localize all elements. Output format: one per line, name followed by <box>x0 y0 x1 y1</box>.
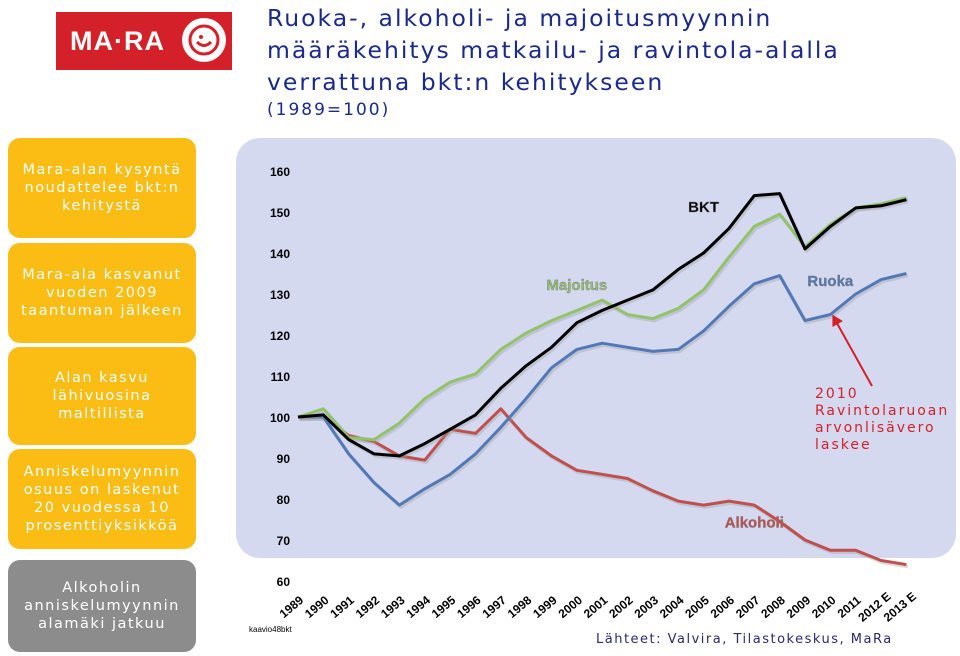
series-label: Ruoka <box>807 273 854 290</box>
x-tick-label: 2007 <box>733 593 763 621</box>
y-tick-label: 110 <box>271 370 291 384</box>
x-tick-label: 1989 <box>277 593 307 621</box>
x-tick-label: 2004 <box>657 593 687 621</box>
side-box-2: Mara-ala kasvanut vuoden 2009 taantuman … <box>8 243 196 343</box>
title-line-2: määräkehitys matkailu- ja ravintola-alal… <box>267 36 840 64</box>
annotation-line-3: arvonlisävero <box>815 420 936 436</box>
x-tick-label: 1994 <box>403 593 433 621</box>
annotation-line-4: laskee <box>815 437 872 453</box>
title-line-3: verrattuna bkt:n kehitykseen <box>267 68 665 96</box>
logo-emblem-icon <box>182 18 226 62</box>
source-note: Lähteet: Valvira, Tilastokeskus, MaRa <box>596 632 893 647</box>
x-tick-label: 2002 <box>606 593 636 621</box>
slide-title: Ruoka-, alkoholi- ja majoitusmyynnin mää… <box>267 2 957 120</box>
x-tick-label: 1995 <box>429 593 459 621</box>
x-tick-label: 1999 <box>530 593 560 621</box>
vat-annotation: 2010 Ravintolaruoan arvonlisävero laskee <box>815 386 949 454</box>
x-tick-label: 2003 <box>632 593 662 621</box>
chart-id-label: kaavio48bkt <box>249 625 292 634</box>
x-tick-label: 1992 <box>353 593 383 621</box>
plot-background <box>236 138 956 558</box>
x-tick-label: 2005 <box>682 593 712 621</box>
y-tick-label: 130 <box>270 288 290 302</box>
x-tick-label: 1991 <box>327 593 357 621</box>
y-tick-label: 70 <box>277 534 291 548</box>
side-box-5: Alkoholin anniskelumyynnin alamäki jatku… <box>8 560 196 652</box>
y-tick-label: 150 <box>270 206 290 220</box>
series-label: BKT <box>688 199 719 216</box>
mara-logo: MA·RA <box>56 12 232 70</box>
y-tick-label: 160 <box>270 165 290 179</box>
x-tick-label: 1993 <box>378 593 408 621</box>
y-tick-label: 60 <box>277 575 291 589</box>
side-box-1: Mara-alan kysyntä noudattelee bkt:n kehi… <box>8 138 196 238</box>
y-tick-label: 100 <box>270 411 290 425</box>
x-tick-label: 1998 <box>505 593 535 621</box>
side-box-3: Alan kasvu lähivuosina maltillista <box>8 347 196 445</box>
annotation-arrow-head-icon <box>832 314 843 328</box>
annotation-arrow-line <box>833 318 873 387</box>
title-line-1: Ruoka-, alkoholi- ja majoitusmyynnin <box>267 4 773 32</box>
x-tick-label: 2010 <box>809 593 839 621</box>
x-tick-label: 2006 <box>708 593 738 621</box>
series-label: Majoitus <box>546 277 607 294</box>
series-label: Alkoholi <box>725 515 784 532</box>
series-shadow-bkt <box>299 193 909 460</box>
x-tick-label: 1990 <box>302 593 332 621</box>
series-line-ruoka <box>298 272 907 507</box>
y-tick-label: 140 <box>270 247 290 261</box>
series-line-bkt <box>297 192 907 458</box>
y-tick-label: 120 <box>270 329 290 343</box>
x-tick-label: 2000 <box>556 593 586 621</box>
annotation-line-2: Ravintolaruoan <box>815 403 950 419</box>
x-tick-label: 2001 <box>581 593 611 621</box>
annotation-line-1: 2010 <box>815 386 859 402</box>
x-tick-label: 1997 <box>480 593 510 621</box>
x-tick-label: 2009 <box>784 593 814 621</box>
logo-text: MA·RA <box>70 25 165 56</box>
y-tick-label: 80 <box>277 493 291 507</box>
side-box-4: Anniskelumyynnin osuus on laskenut 20 vu… <box>8 449 196 549</box>
x-tick-label: 2008 <box>758 593 788 621</box>
title-subtitle: (1989=100) <box>267 100 391 120</box>
y-tick-label: 90 <box>277 452 291 466</box>
x-tick-label: 1996 <box>454 593 484 621</box>
series-shadow-ruoka <box>299 273 909 509</box>
